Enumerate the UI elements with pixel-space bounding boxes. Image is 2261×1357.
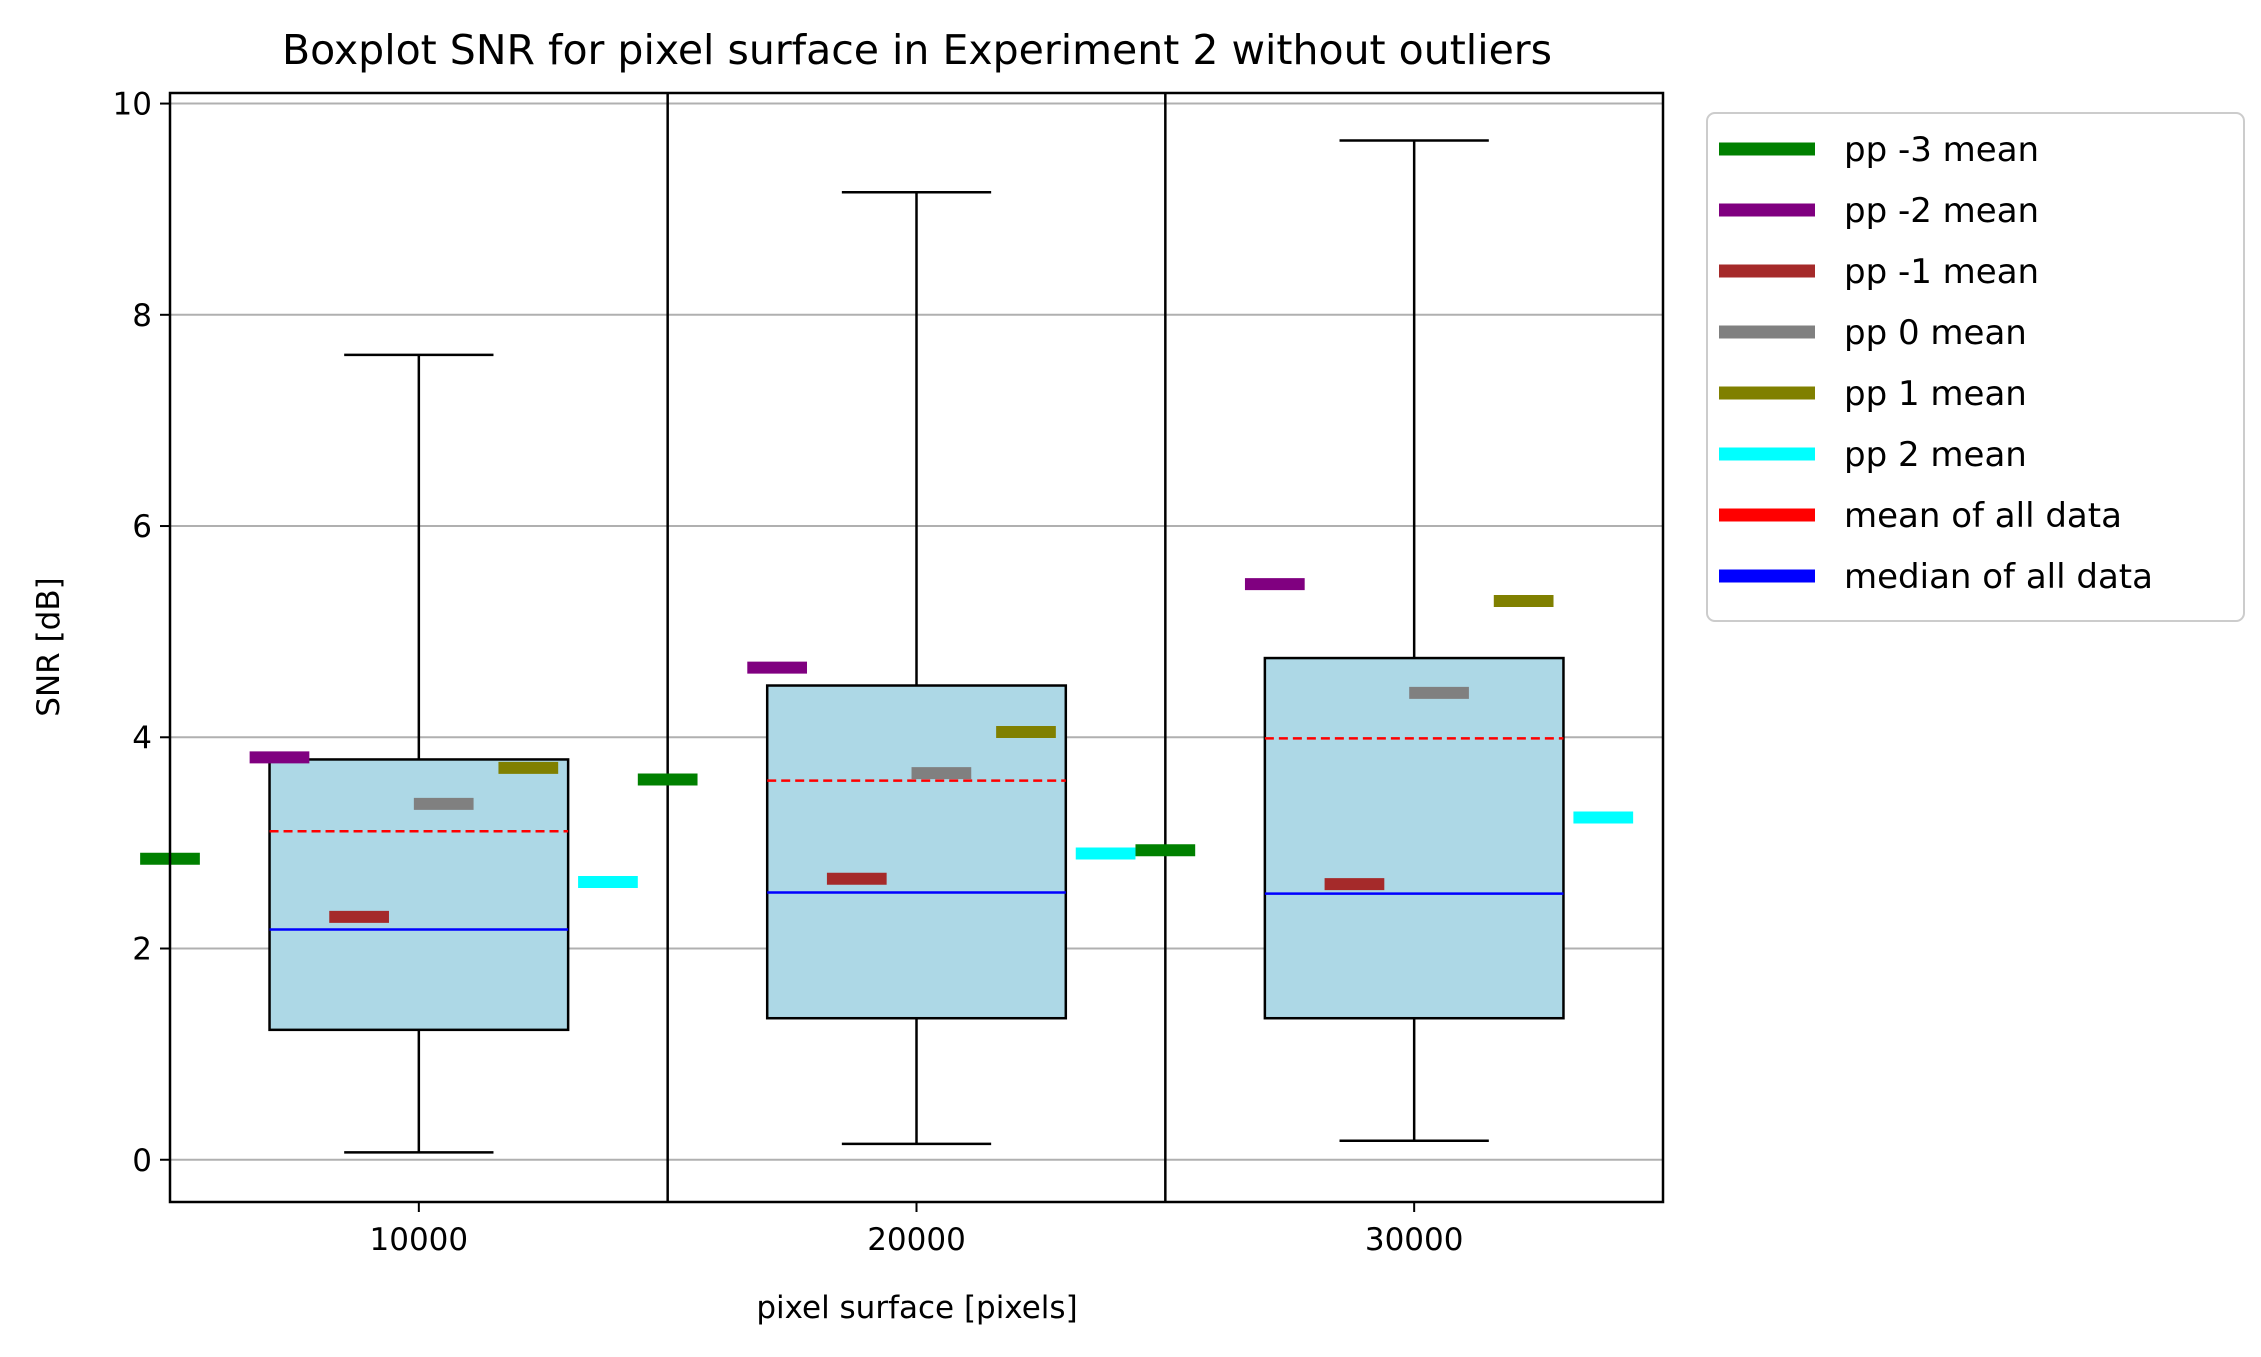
legend-label: pp -3 mean	[1844, 130, 2039, 170]
y-tick-label: 8	[132, 298, 152, 334]
y-tick-label: 4	[132, 720, 152, 756]
legend-label: pp 0 mean	[1844, 313, 2027, 353]
y-tick-label: 10	[113, 87, 152, 123]
x-tick-label: 10000	[370, 1222, 469, 1258]
legend-label: pp -1 mean	[1844, 252, 2039, 292]
legend: pp -3 mean pp -2 mean pp -1 mean pp 0 mean p…	[1706, 112, 2245, 622]
chart-title: Boxplot SNR for pixel surface in Experim…	[282, 26, 1552, 74]
x-tick-label: 20000	[867, 1222, 966, 1258]
y-tick-label: 2	[132, 932, 152, 968]
y-tick-label: 6	[132, 509, 152, 545]
plot-area: 0 2 4 6 8 10 10000 20000 30000	[113, 87, 1665, 1258]
legend-label: pp -2 mean	[1844, 191, 2039, 231]
box-iqr	[765, 684, 1068, 1020]
x-axis-title: pixel surface [pixels]	[756, 1290, 1077, 1326]
legend-label: mean of all data	[1844, 496, 2122, 536]
legend-label: pp 2 mean	[1844, 435, 2027, 475]
plot-frame	[168, 91, 1665, 1204]
y-tick-label: 0	[132, 1143, 152, 1179]
legend-label: pp 1 mean	[1844, 374, 2027, 414]
legend-box	[1706, 112, 2245, 622]
legend-label: median of all data	[1844, 557, 2153, 597]
y-axis-title: SNR [dB]	[31, 577, 67, 716]
box-iqr	[1263, 656, 1565, 1020]
x-tick-label: 30000	[1365, 1222, 1464, 1258]
